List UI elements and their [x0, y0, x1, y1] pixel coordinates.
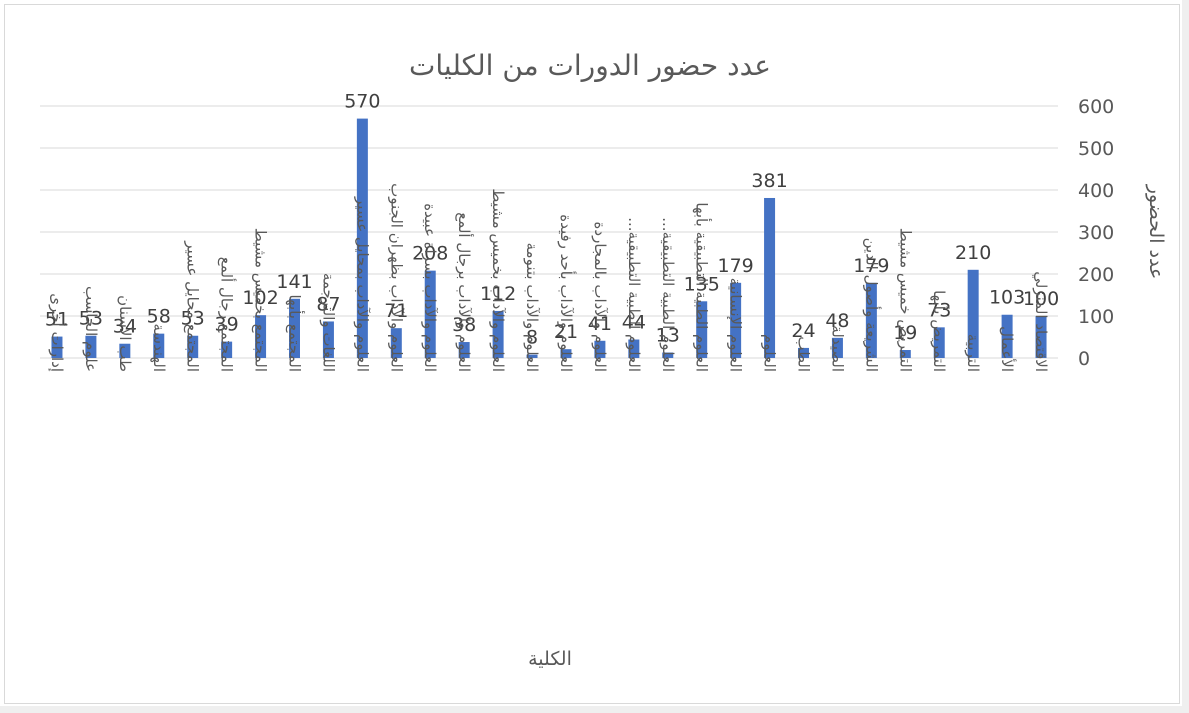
category-label: الشريعة وأصول الدين: [862, 238, 881, 372]
y-axis-title: عدد الحضور: [1145, 184, 1167, 280]
category-label: العلوم الإنسانية: [727, 278, 745, 372]
category-label: المجتمع رجال ألمع: [218, 257, 237, 372]
category-label: العلوم الطبية التطبيقية...: [659, 217, 677, 372]
category-label: العلوم والآداب بالمجاردة: [591, 222, 609, 372]
category-label: العلوم الطبية التطبيقية بأبها: [693, 202, 713, 372]
x-axis-title: الكلية: [528, 648, 572, 670]
category-label: الصيدلة: [828, 325, 846, 372]
category-label: العلوم والآداب بأحد رفيدة: [557, 214, 577, 372]
category-label: التمريض خميس مشيط: [896, 228, 914, 372]
y-tick-label: 0: [1078, 348, 1090, 370]
category-label: العلوم: [761, 334, 779, 372]
data-label: 570: [344, 91, 380, 113]
category-label: المجتمع بخميس مشيط: [252, 228, 270, 372]
y-tick-label: 300: [1078, 222, 1114, 244]
y-tick-label: 100: [1078, 306, 1114, 328]
category-labels: إدارات أخرى علوم الحاسب طب الأسنان الهندسة ا…: [48, 183, 1050, 372]
category-label: العلوم والآداب بتنومة: [523, 243, 541, 373]
category-label: الاقتصاد المنزلي: [1031, 271, 1050, 372]
category-label: الأعمال: [998, 326, 1017, 372]
data-label: 210: [955, 242, 991, 264]
category-label: العلوم والآداب بظهران الجنوب: [387, 183, 405, 372]
chart-title: عدد حضور الدورات من الكليات: [409, 49, 771, 82]
category-label: علوم الحاسب: [82, 286, 100, 372]
y-axis-ticks: 0 100 200 300 400 500 600: [1078, 96, 1114, 370]
data-label: 141: [276, 271, 312, 293]
category-label: المجتمع بأبها: [286, 295, 306, 372]
category-label: إدارات أخرى: [48, 293, 67, 372]
category-label: العلوم والآداب برجال ألمع: [455, 212, 474, 372]
category-label: التمريض بأبها: [930, 290, 950, 372]
data-label: 381: [751, 170, 787, 192]
category-label: الهندسة: [150, 323, 168, 372]
y-tick-label: 600: [1078, 96, 1114, 118]
category-label: العلوم والآداب بخميس مشيط: [489, 188, 507, 372]
data-label: 179: [718, 255, 754, 277]
y-tick-label: 500: [1078, 138, 1114, 160]
category-label: طب الأسنان: [116, 295, 135, 372]
category-label: العلوم والآداب بسراة عبيدة: [421, 203, 439, 372]
category-label: التربية: [964, 334, 982, 372]
category-label: اللغات والترجمة: [319, 273, 337, 372]
y-tick-label: 400: [1078, 180, 1114, 202]
y-tick-label: 200: [1078, 264, 1114, 286]
category-label: العلوم الطبية التطبيقية...: [625, 217, 643, 372]
category-label: العلوم والآداب بمحايل عسير: [353, 196, 371, 372]
category-label: المجتمع محايل عسير: [184, 240, 202, 372]
category-label: الطب: [795, 336, 813, 372]
data-label: 103: [989, 287, 1025, 309]
